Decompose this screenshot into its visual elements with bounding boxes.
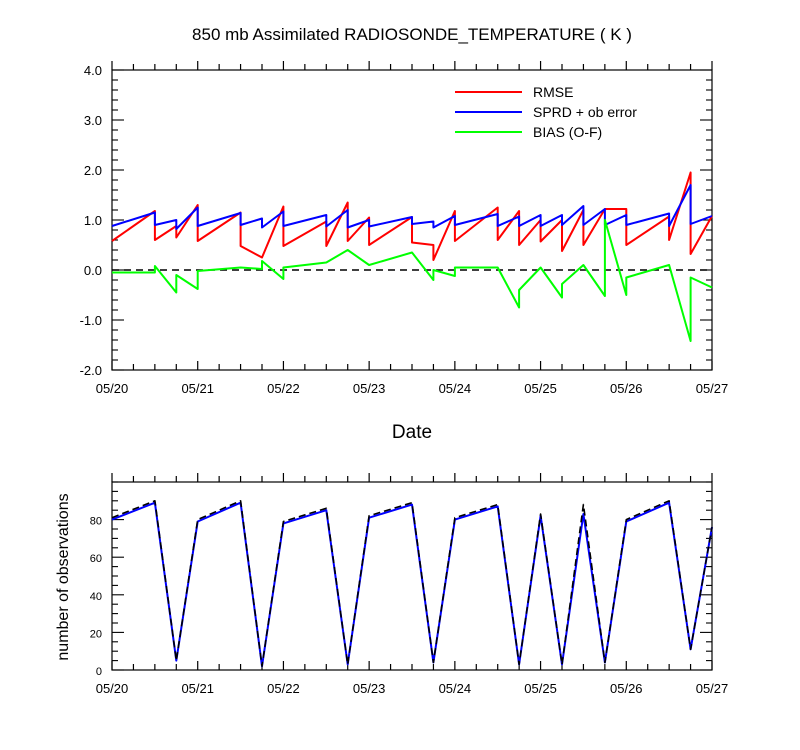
x-tick-label: 05/20 — [96, 381, 129, 396]
y-tick-label: 20 — [90, 628, 102, 640]
y-tick-label: 2.0 — [84, 163, 102, 178]
x-tick-label: 05/24 — [439, 381, 472, 396]
bottom-panel: 05/20 05/21 05/22 05/23 05/24 05/25 05/26 05/27… — [90, 473, 729, 696]
x-tick-label: 05/22 — [267, 681, 300, 696]
y-tick-label: 1.0 — [84, 213, 102, 228]
y-tick-label: 0.0 — [84, 263, 102, 278]
y-axis-label-observations: number of observations — [55, 493, 72, 660]
x-axis-label: Date — [392, 422, 432, 443]
x-tick-label: 05/23 — [353, 381, 386, 396]
x-tick-label: 05/27 — [696, 681, 729, 696]
y-tick-label: 3.0 — [84, 113, 102, 128]
y-tick-label: 0 — [96, 666, 102, 678]
series-line-used — [111, 501, 713, 668]
x-tick-label: 05/26 — [610, 681, 643, 696]
y-tick-label: -1.0 — [80, 313, 102, 328]
top-panel: 05/20 05/21 05/22 05/23 05/24 05/25 05/26 05/27… — [80, 61, 729, 396]
legend: RMSE SPRD + ob error BIAS (O-F) — [455, 84, 637, 140]
series-line-sprd-ob-error — [111, 184, 713, 230]
legend-label: BIAS (O-F) — [533, 124, 602, 140]
y-tick-label: 4.0 — [84, 63, 102, 78]
series-line-bias-o-f — [112, 219, 713, 342]
y-tick-label: 60 — [90, 553, 102, 565]
x-tick-label: 05/20 — [96, 681, 129, 696]
x-tick-label: 05/26 — [610, 381, 643, 396]
series-line-rmse — [111, 171, 713, 261]
chart-title: 850 mb Assimilated RADIOSONDE_TEMPERATUR… — [192, 25, 632, 44]
x-tick-label: 05/21 — [181, 381, 214, 396]
legend-label: SPRD + ob error — [533, 104, 637, 120]
legend-label: RMSE — [533, 84, 573, 100]
x-tick-label: 05/22 — [267, 381, 300, 396]
y-tick-label: -2.0 — [80, 363, 102, 378]
x-tick-label: 05/21 — [181, 681, 214, 696]
y-tick-label: 40 — [90, 591, 102, 603]
series-line-possible — [111, 499, 713, 668]
x-tick-label: 05/25 — [524, 681, 557, 696]
x-tick-label: 05/27 — [696, 381, 729, 396]
y-tick-label: 80 — [90, 516, 102, 528]
x-tick-label: 05/23 — [353, 681, 386, 696]
x-tick-label: 05/25 — [524, 381, 557, 396]
x-tick-label: 05/24 — [439, 681, 472, 696]
